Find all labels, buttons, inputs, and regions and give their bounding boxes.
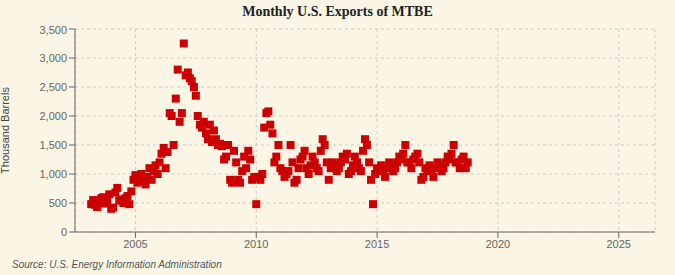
svg-text:2010: 2010 <box>244 238 268 250</box>
svg-text:3,000: 3,000 <box>39 52 67 64</box>
svg-text:2025: 2025 <box>607 238 631 250</box>
svg-text:2005: 2005 <box>123 238 147 250</box>
svg-text:3,500: 3,500 <box>39 24 67 36</box>
html-text:Monthly U.S. Exports of MTBE: Monthly U.S. Exports of MTBE <box>242 4 433 19</box>
svg-text:2015: 2015 <box>365 238 389 250</box>
svg-text:Thousand Barrels: Thousand Barrels <box>8 87 11 174</box>
svg-text:0: 0 <box>61 226 67 238</box>
svg-text:1,000: 1,000 <box>39 168 67 180</box>
html-text:Source: U.S. Energy Informatio: Source: U.S. Energy Information Administ… <box>12 259 222 270</box>
svg-text:2,500: 2,500 <box>39 81 67 93</box>
svg-text:1,500: 1,500 <box>39 139 67 151</box>
svg-text:2020: 2020 <box>486 238 510 250</box>
svg-text:2,000: 2,000 <box>39 110 67 122</box>
svg-text:500: 500 <box>49 197 67 209</box>
